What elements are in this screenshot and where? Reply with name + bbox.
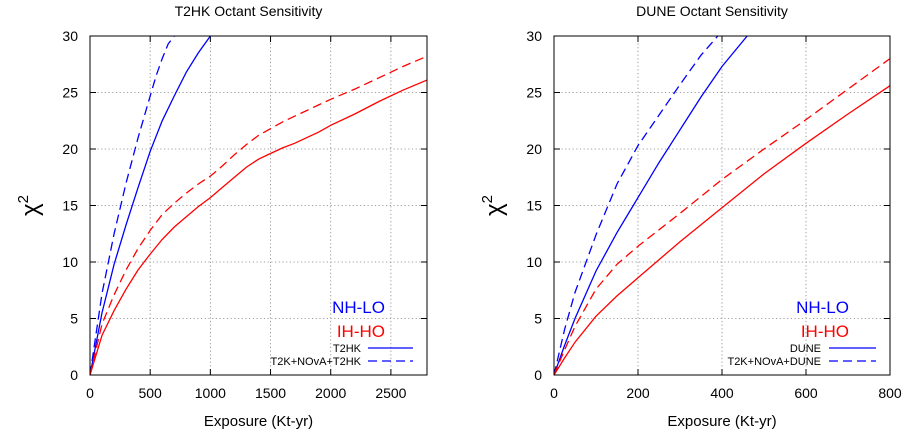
y-tick-label: 5 bbox=[534, 311, 542, 327]
y-tick-label: 15 bbox=[62, 198, 78, 214]
legend-label: DUNE bbox=[790, 343, 821, 355]
dune-chart-panel: 0 200 400 600 800 0 5 10 15 20 25 30 DUNE Octant Sen… bbox=[479, 3, 902, 430]
y-axis-label: χ2 bbox=[479, 195, 508, 216]
y-axis-label: χ2 bbox=[15, 195, 44, 216]
x-tick-label: 1500 bbox=[255, 385, 286, 401]
y-tick-label: 10 bbox=[62, 254, 78, 270]
annotation-nh-lo: NH-LO bbox=[332, 298, 385, 317]
series-line-1 bbox=[90, 36, 175, 375]
y-axis-label-symbol: χ bbox=[481, 203, 508, 216]
series-line-3 bbox=[90, 55, 427, 375]
y-tick-label: 5 bbox=[70, 311, 78, 327]
x-axis-label: Exposure (Kt-yr) bbox=[204, 413, 313, 430]
x-tick-label: 400 bbox=[710, 385, 734, 401]
y-tick-label: 0 bbox=[534, 367, 542, 383]
y-tick-label: 25 bbox=[526, 85, 542, 101]
y-tick-label: 30 bbox=[62, 28, 78, 44]
x-tick-label: 2500 bbox=[375, 385, 406, 401]
x-tick-label: 200 bbox=[626, 385, 650, 401]
x-tick-label: 500 bbox=[138, 385, 162, 401]
series-line-0 bbox=[90, 36, 211, 375]
y-axis-label-symbol: χ bbox=[17, 203, 44, 216]
x-tick-label: 600 bbox=[794, 385, 818, 401]
x-tick-label: 800 bbox=[878, 385, 902, 401]
chart-title: T2HK Octant Sensitivity bbox=[175, 3, 323, 19]
plot-frame bbox=[553, 35, 891, 376]
x-tick-label: 2000 bbox=[315, 385, 346, 401]
series-line-2 bbox=[554, 85, 890, 375]
annotation-ih-ho: IH-HO bbox=[337, 322, 385, 341]
y-tick-label: 20 bbox=[62, 141, 78, 157]
series-line-2 bbox=[90, 79, 427, 375]
plot-frame bbox=[89, 35, 428, 376]
x-tick-label: 0 bbox=[550, 385, 558, 401]
y-tick-label: 25 bbox=[62, 85, 78, 101]
x-tick-label: 1000 bbox=[195, 385, 226, 401]
legend-label: T2K+NOvA+DUNE bbox=[727, 356, 821, 368]
y-axis-label-superscript: 2 bbox=[15, 195, 32, 203]
series-line-3 bbox=[554, 58, 890, 375]
series-line-1 bbox=[554, 36, 719, 375]
y-tick-label: 0 bbox=[70, 367, 78, 383]
x-axis-label: Exposure (Kt-yr) bbox=[667, 413, 776, 430]
t2hk-chart-panel: 0 500 1000 1500 2000 2500 0 5 10 15 20 25 30 T2HK Oct… bbox=[15, 3, 428, 430]
y-tick-label: 20 bbox=[526, 141, 542, 157]
series-line-0 bbox=[554, 36, 748, 375]
legend-label: T2HK bbox=[333, 343, 362, 355]
legend-label: T2K+NOvA+T2HK bbox=[271, 356, 362, 368]
annotation-ih-ho: IH-HO bbox=[801, 322, 849, 341]
annotation-nh-lo: NH-LO bbox=[796, 298, 849, 317]
y-axis-label-superscript: 2 bbox=[479, 195, 496, 203]
chart-title: DUNE Octant Sensitivity bbox=[636, 3, 788, 19]
y-tick-label: 30 bbox=[526, 28, 542, 44]
y-tick-label: 15 bbox=[526, 198, 542, 214]
y-tick-label: 10 bbox=[526, 254, 542, 270]
x-tick-label: 0 bbox=[86, 385, 94, 401]
